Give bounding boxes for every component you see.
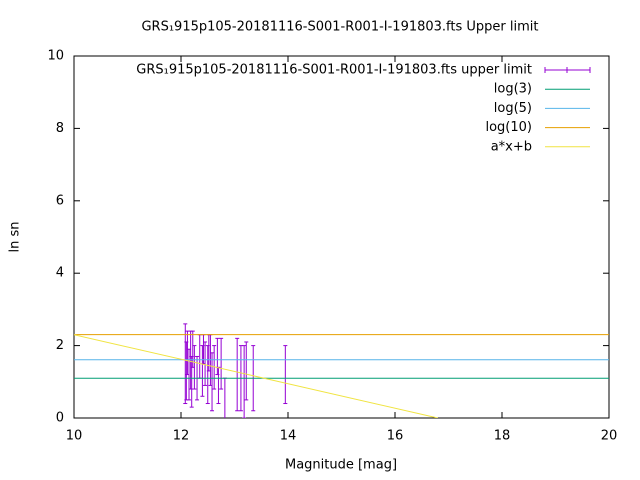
x-tick-label: 18 [494, 429, 511, 444]
x-axis-label: Magnitude [mag] [285, 458, 397, 473]
y-tick-label: 6 [56, 193, 64, 208]
line [74, 334, 438, 418]
x-tick-label: 10 [66, 429, 83, 444]
error-point [222, 377, 227, 418]
error-point [244, 341, 249, 401]
x-tick-label: 14 [280, 429, 297, 444]
error-point [219, 337, 224, 390]
x-tick-label: 16 [387, 429, 404, 444]
y-axis-label: ln sn [8, 222, 23, 253]
y-tick-label: 8 [56, 121, 64, 136]
error-point [235, 337, 240, 412]
error-point [242, 345, 247, 418]
legend-label: log(5) [494, 101, 532, 116]
y-tick-label: 10 [47, 49, 64, 64]
legend-label: log(3) [494, 82, 532, 97]
legend-label: log(10) [485, 120, 532, 135]
x-tick-label: 12 [173, 429, 190, 444]
plot-area [74, 323, 609, 418]
error-point [210, 352, 215, 412]
x-tick-label: 20 [601, 429, 618, 444]
plot-frame [73, 55, 610, 419]
error-point [283, 345, 288, 405]
legend-label: a*x+b [491, 139, 532, 154]
error-point [192, 345, 197, 390]
y-tick-label: 2 [56, 338, 64, 353]
chart-title: GRS₁915p105-20181116-S001-R001-I-191803.… [141, 20, 538, 35]
y-tick-label: 4 [56, 266, 64, 281]
y-tick-label: 0 [56, 411, 64, 426]
error-point [183, 323, 188, 405]
legend-label: GRS₁915p105-20181116-S001-R001-I-191803.… [136, 63, 532, 78]
